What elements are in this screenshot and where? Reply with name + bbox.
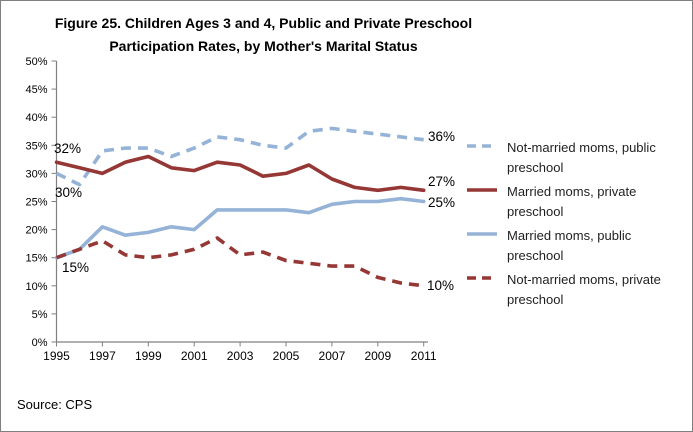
y-tick-label: 0% <box>32 337 48 349</box>
x-tick-label: 2003 <box>227 349 254 363</box>
chart-title-line1: Figure 25. Children Ages 3 and 4, Public… <box>54 15 473 31</box>
source-note: Source: CPS <box>17 397 93 412</box>
chart-title: Figure 25. Children Ages 3 and 4, Public… <box>16 12 511 58</box>
x-tick-label: 1997 <box>89 349 116 363</box>
chart-title-line2: Participation Rates, by Mother's Marital… <box>109 38 418 54</box>
y-tick-label: 40% <box>25 112 47 124</box>
legend-item-married-private: Married moms, private preschool <box>467 182 689 222</box>
series-line-0 <box>55 126 424 187</box>
legend-label: Married moms, private preschool <box>507 184 637 219</box>
chart-legend: Not-married moms, public preschool Marri… <box>467 138 689 314</box>
x-tick-label: 1995 <box>43 349 70 363</box>
data-label: 30% <box>55 185 82 200</box>
x-tick-label: 2007 <box>319 349 346 363</box>
series-line-3 <box>55 236 424 288</box>
y-tick-label: 35% <box>25 140 47 152</box>
x-tick-label: 1999 <box>135 349 162 363</box>
y-tick-label: 15% <box>25 253 47 265</box>
series-line-2 <box>54 196 426 260</box>
legend-marker-dashed-blue <box>467 144 497 148</box>
legend-label: Not-married moms, private preschool <box>507 272 661 307</box>
legend-item-married-public: Married moms, public preschool <box>467 226 689 266</box>
legend-label: Not-married moms, public preschool <box>507 140 656 175</box>
y-tick-label: 45% <box>25 84 47 96</box>
x-tick-label: 2001 <box>181 349 208 363</box>
data-label: 25% <box>428 195 455 210</box>
data-label: 15% <box>62 260 89 275</box>
y-tick-label: 50% <box>25 56 47 68</box>
series-line-1 <box>54 154 426 193</box>
legend-marker-solid-blue <box>467 232 497 236</box>
legend-item-not-married-public: Not-married moms, public preschool <box>467 138 689 178</box>
data-label: 10% <box>427 278 454 293</box>
legend-item-not-married-private: Not-married moms, private preschool <box>467 270 689 310</box>
x-tick-label: 2005 <box>273 349 300 363</box>
y-tick-label: 20% <box>25 225 47 237</box>
x-tick-label: 2009 <box>364 349 391 363</box>
data-label: 36% <box>428 129 455 144</box>
y-tick-label: 25% <box>25 197 47 209</box>
y-tick-label: 5% <box>32 309 48 321</box>
x-tick-label: 2011 <box>411 349 437 363</box>
y-tick-label: 30% <box>25 168 47 180</box>
legend-marker-solid-red <box>467 188 497 192</box>
legend-label: Married moms, public preschool <box>507 228 632 263</box>
data-label: 27% <box>428 174 455 189</box>
y-tick-label: 10% <box>25 281 47 293</box>
data-label: 32% <box>54 141 81 156</box>
legend-marker-dashed-red <box>467 276 497 280</box>
